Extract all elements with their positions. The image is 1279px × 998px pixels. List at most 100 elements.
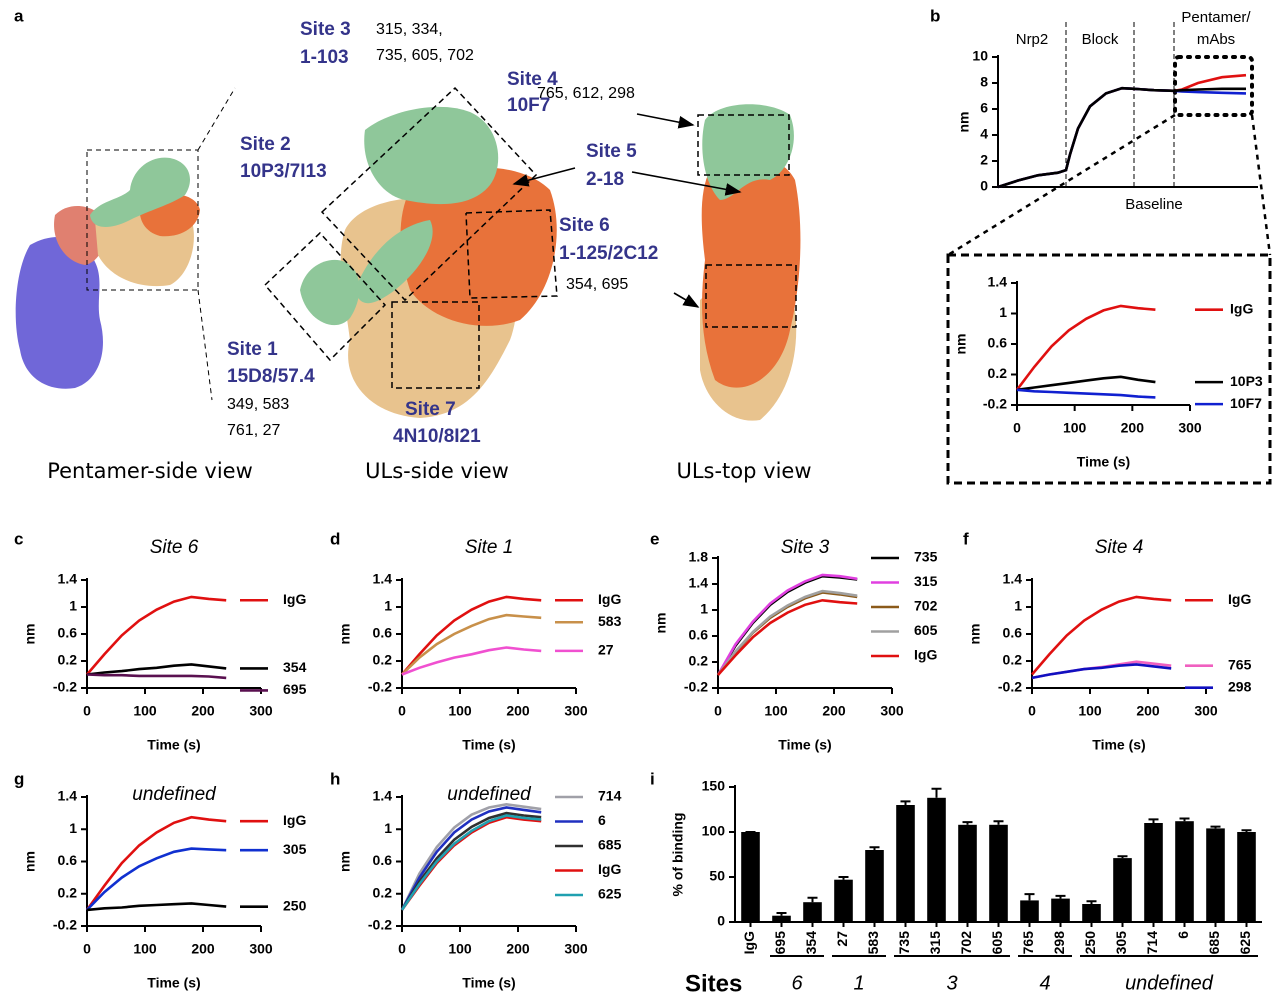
series-line xyxy=(401,646,542,676)
y-tick-label: 1 xyxy=(700,601,708,617)
series-line xyxy=(86,595,227,676)
x-tick-label: 0 xyxy=(83,703,91,719)
legend-label: 10P3 xyxy=(1230,373,1263,389)
x-tick-label: 300 xyxy=(564,941,588,957)
site-name: Site 4 xyxy=(507,69,558,90)
error-bar xyxy=(1117,855,1128,859)
y-tick-label: 0.2 xyxy=(689,653,709,669)
bar xyxy=(1144,823,1163,922)
series-line xyxy=(1016,388,1156,399)
bar xyxy=(958,824,977,922)
inset-box xyxy=(946,253,1272,485)
site-antibodies: 4N10/8I21 xyxy=(393,426,481,447)
y-tick-label: 0.6 xyxy=(58,852,78,868)
site-name: Site 1 xyxy=(227,339,278,360)
y-axis-label: nm xyxy=(22,624,38,645)
series-line xyxy=(401,613,542,676)
x-tick-label: 0 xyxy=(1028,703,1036,719)
x-tick-label: 0 xyxy=(1013,420,1021,436)
y-tick-label: 1 xyxy=(1014,598,1022,614)
y-axis-label: nm xyxy=(22,851,38,872)
x-tick-label: 200 xyxy=(191,703,215,719)
x-tick-label: 100 xyxy=(448,703,472,719)
bar xyxy=(803,902,822,922)
bar xyxy=(927,797,946,922)
chart-title: Site 1 xyxy=(465,537,514,558)
error-bar xyxy=(993,820,1004,825)
error-bar xyxy=(962,821,973,825)
x-tick-label: 200 xyxy=(506,941,530,957)
phase-label: Pentamer/ xyxy=(1181,9,1251,26)
x-axis-label: Time (s) xyxy=(1092,737,1145,753)
y-tick-label: 0 xyxy=(717,913,725,929)
y-tick-label: 1.4 xyxy=(1003,571,1023,587)
legend-label: IgG xyxy=(598,591,621,607)
y-axis-label: % of binding xyxy=(670,813,686,897)
y-tick-label: -0.2 xyxy=(998,679,1022,695)
x-axis-label: Time (s) xyxy=(462,975,515,991)
y-tick-label: 0.2 xyxy=(373,884,393,900)
panel-label: i xyxy=(650,769,655,788)
x-tick-label: 250 xyxy=(1082,931,1098,955)
site-residues: 761, 27 xyxy=(227,422,280,439)
y-tick-label: 0.2 xyxy=(58,652,78,668)
x-tick-label: 200 xyxy=(1121,420,1145,436)
chart-title: Site 3 xyxy=(781,537,830,558)
x-tick-label: 305 xyxy=(1113,931,1129,955)
y-tick-label: 6 xyxy=(980,100,988,116)
y-tick-label: 50 xyxy=(709,868,725,884)
bar xyxy=(1051,898,1070,922)
x-tick-label: 300 xyxy=(880,703,904,719)
x-tick-label: 100 xyxy=(1078,703,1102,719)
y-axis-label: nm xyxy=(953,334,969,355)
x-tick-label: 685 xyxy=(1206,931,1222,955)
x-tick-label: 625 xyxy=(1237,931,1253,955)
legend-label: IgG xyxy=(914,647,937,663)
series-line xyxy=(1016,375,1156,392)
y-tick-label: 0.6 xyxy=(373,625,393,641)
panel-label: h xyxy=(330,769,340,788)
x-axis-label: Time (s) xyxy=(462,737,515,753)
legend-label: 714 xyxy=(598,788,622,804)
x-tick-label: 714 xyxy=(1144,931,1160,955)
y-tick-label: 0.6 xyxy=(1003,625,1023,641)
x-tick-label: 0 xyxy=(714,703,722,719)
y-tick-label: 0.6 xyxy=(373,852,393,868)
y-tick-label: 8 xyxy=(980,74,988,90)
site-name: Site 5 xyxy=(586,141,637,162)
y-tick-label: 0.2 xyxy=(373,652,393,668)
legend-label: 250 xyxy=(283,897,307,913)
site-name: Site 6 xyxy=(559,215,610,236)
panel-label: b xyxy=(930,6,940,25)
group-title: Sites xyxy=(685,970,742,997)
y-tick-label: -0.2 xyxy=(53,917,77,933)
legend-label: IgG xyxy=(1228,591,1251,607)
chart-title: undefined xyxy=(132,784,217,805)
y-tick-label: 1 xyxy=(999,304,1007,320)
site-residues: 315, 334, xyxy=(376,21,443,38)
x-tick-label: 6 xyxy=(1175,931,1191,939)
bar xyxy=(865,850,884,922)
legend-label: IgG xyxy=(283,812,306,828)
y-tick-label: -0.2 xyxy=(368,917,392,933)
site-residues: 765, 612, 298 xyxy=(537,85,635,102)
y-axis-label: nm xyxy=(337,624,353,645)
y-tick-label: 1.4 xyxy=(373,788,393,804)
site-name: Site 7 xyxy=(405,399,456,420)
legend-label: 583 xyxy=(598,613,622,629)
error-bar xyxy=(776,912,787,916)
series-line xyxy=(86,847,227,911)
y-tick-label: 0.6 xyxy=(58,625,78,641)
legend-label: IgG xyxy=(598,861,621,877)
y-tick-label: -0.2 xyxy=(53,679,77,695)
phase-label: mAbs xyxy=(1197,31,1235,48)
legend-label: 625 xyxy=(598,886,622,902)
panel-label: a xyxy=(14,6,24,25)
legend-label: 605 xyxy=(914,622,938,638)
zoom-box xyxy=(1173,55,1254,117)
y-tick-label: 1 xyxy=(384,598,392,614)
x-tick-label: 300 xyxy=(564,703,588,719)
x-tick-label: 300 xyxy=(1194,703,1218,719)
y-tick-label: 2 xyxy=(980,152,988,168)
error-bar xyxy=(931,787,942,798)
